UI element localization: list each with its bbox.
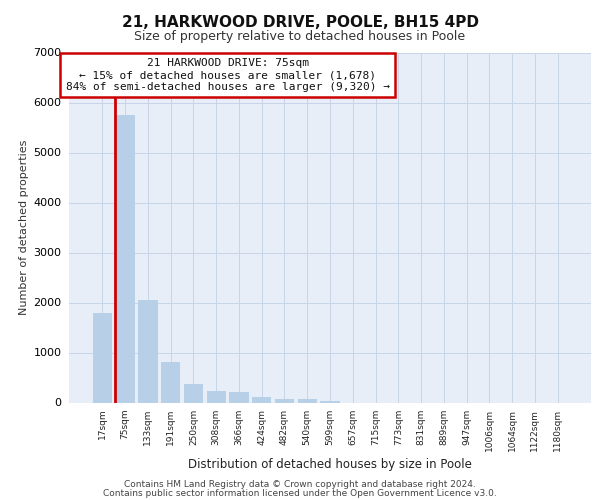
Bar	[184, 384, 203, 402]
Bar	[320, 400, 340, 402]
Text: Contains HM Land Registry data © Crown copyright and database right 2024.: Contains HM Land Registry data © Crown c…	[124, 480, 476, 489]
Text: Size of property relative to detached houses in Poole: Size of property relative to detached ho…	[134, 30, 466, 43]
Bar	[115, 115, 135, 403]
Bar	[93, 312, 112, 402]
Text: 21 HARKWOOD DRIVE: 75sqm
← 15% of detached houses are smaller (1,678)
84% of sem: 21 HARKWOOD DRIVE: 75sqm ← 15% of detach…	[65, 58, 389, 92]
Bar	[206, 390, 226, 402]
Bar	[161, 362, 181, 403]
Text: Contains public sector information licensed under the Open Government Licence v3: Contains public sector information licen…	[103, 489, 497, 498]
Bar	[229, 392, 248, 402]
X-axis label: Distribution of detached houses by size in Poole: Distribution of detached houses by size …	[188, 458, 472, 471]
Y-axis label: Number of detached properties: Number of detached properties	[19, 140, 29, 315]
Text: 21, HARKWOOD DRIVE, POOLE, BH15 4PD: 21, HARKWOOD DRIVE, POOLE, BH15 4PD	[121, 15, 479, 30]
Bar	[275, 398, 294, 402]
Bar	[252, 396, 271, 402]
Bar	[138, 300, 158, 403]
Bar	[298, 399, 317, 402]
